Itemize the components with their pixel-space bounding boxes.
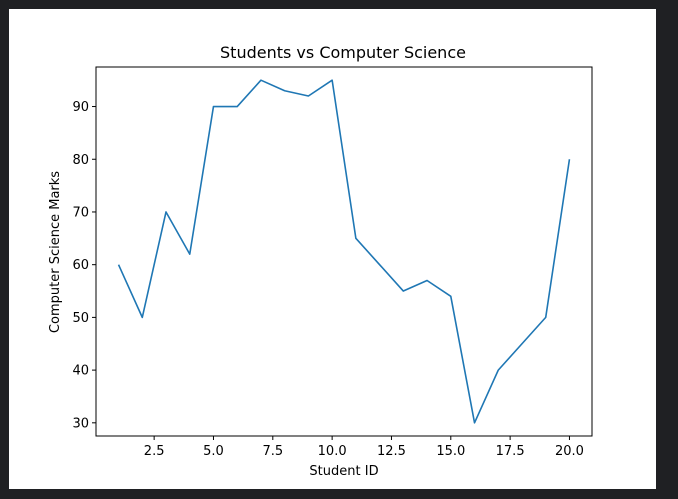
- series-layer: [117, 79, 571, 424]
- x-tick-label: 17.5: [496, 444, 525, 459]
- x-tick-label: 7.5: [262, 444, 283, 459]
- y-tick-label: 60: [72, 258, 89, 273]
- plot-area: 2.5 5.0 7.5 10.0 12.5 15.0 17.5 20.0 30 40 50 60 70…: [72, 66, 593, 459]
- y-axis-ticks: 30 40 50 60 70 80 90: [72, 100, 96, 431]
- line-chart: Students vs Computer Science 2.5 5.0 7.5 10…: [48, 43, 593, 479]
- y-tick-label: 50: [72, 311, 89, 326]
- y-tick-label: 80: [72, 153, 89, 168]
- x-tick-label: 15.0: [436, 444, 465, 459]
- figure: Students vs Computer Science 2.5 5.0 7.5 10…: [9, 9, 656, 489]
- series-line-0: [117, 79, 571, 424]
- chart-title: Students vs Computer Science: [220, 43, 466, 62]
- y-tick-label: 40: [72, 364, 89, 379]
- y-axis-label: Computer Science Marks: [48, 171, 63, 333]
- x-tick-label: 20.0: [555, 444, 584, 459]
- y-tick-label: 30: [72, 416, 89, 431]
- x-tick-label: 12.5: [377, 444, 406, 459]
- x-tick-label: 10.0: [318, 444, 347, 459]
- x-axis-label: Student ID: [309, 464, 378, 479]
- x-axis-ticks: 2.5 5.0 7.5 10.0 12.5 15.0 17.5 20.0: [144, 436, 584, 459]
- y-tick-label: 90: [72, 100, 89, 115]
- x-tick-label: 5.0: [203, 444, 224, 459]
- axes-frame: [95, 66, 593, 437]
- x-tick-label: 2.5: [144, 444, 165, 459]
- y-tick-label: 70: [72, 205, 89, 220]
